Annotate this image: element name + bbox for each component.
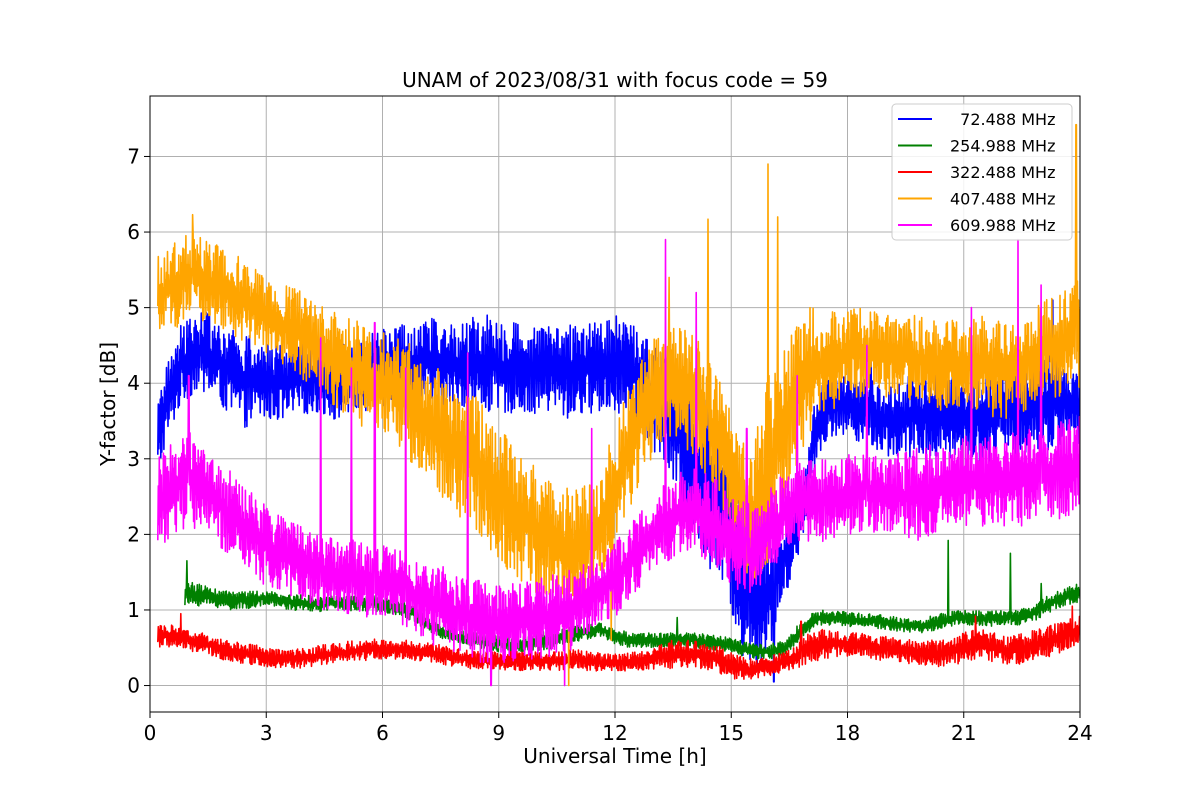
legend-item: 609.988 MHz bbox=[898, 216, 1055, 235]
y-tick-label: 0 bbox=[127, 674, 140, 698]
y-tick-label: 2 bbox=[127, 522, 140, 546]
y-axis-label: Y-factor [dB] bbox=[96, 342, 120, 467]
series-line bbox=[157, 123, 1080, 687]
series-322-488-mhz bbox=[157, 605, 1080, 680]
x-tick-label: 24 bbox=[1067, 721, 1092, 745]
x-tick-label: 18 bbox=[835, 721, 860, 745]
x-tick-label: 21 bbox=[951, 721, 976, 745]
x-axis-label: Universal Time [h] bbox=[523, 744, 706, 768]
plot-series bbox=[157, 123, 1080, 687]
y-tick-label: 6 bbox=[127, 220, 140, 244]
x-axis-ticks: 0 3 6 9 12 15 18 21 24 bbox=[144, 712, 1093, 745]
x-tick-label: 12 bbox=[602, 721, 627, 745]
y-tick-label: 3 bbox=[127, 447, 140, 471]
legend-label: 609.988 MHz bbox=[950, 216, 1055, 235]
y-tick-label: 7 bbox=[127, 144, 140, 168]
legend-label: 72.488 MHz bbox=[950, 110, 1055, 129]
series-line bbox=[157, 605, 1080, 680]
legend-label: 407.488 MHz bbox=[950, 190, 1055, 209]
legend-item: 407.488 MHz bbox=[898, 190, 1055, 209]
chart-title: UNAM of 2023/08/31 with focus code = 59 bbox=[402, 68, 828, 92]
legend-box bbox=[891, 103, 1073, 241]
legend-label: 322.488 MHz bbox=[950, 163, 1055, 182]
legend-label: 254.988 MHz bbox=[950, 137, 1055, 156]
x-tick-label: 3 bbox=[260, 721, 273, 745]
x-tick-label: 15 bbox=[719, 721, 744, 745]
legend-item: 322.488 MHz bbox=[898, 163, 1055, 182]
legend-item: 254.988 MHz bbox=[898, 137, 1055, 156]
legend: 72.488 MHz 254.988 MHz 322.488 MHz 407.488 … bbox=[891, 103, 1073, 241]
x-tick-label: 0 bbox=[144, 721, 157, 745]
y-tick-label: 1 bbox=[127, 598, 140, 622]
legend-item: 72.488 MHz bbox=[898, 110, 1055, 129]
series-254-988-mhz bbox=[184, 539, 1080, 660]
y-tick-label: 4 bbox=[127, 371, 140, 395]
series-line bbox=[184, 539, 1080, 660]
x-tick-label: 6 bbox=[376, 721, 389, 745]
series-609-988-mhz bbox=[157, 238, 1080, 687]
y-axis-ticks: 0 1 2 3 4 5 6 7 bbox=[127, 144, 150, 698]
x-tick-label: 9 bbox=[492, 721, 505, 745]
series-line bbox=[157, 238, 1080, 687]
y-tick-label: 5 bbox=[127, 296, 140, 320]
series-407-488-mhz bbox=[157, 123, 1080, 687]
